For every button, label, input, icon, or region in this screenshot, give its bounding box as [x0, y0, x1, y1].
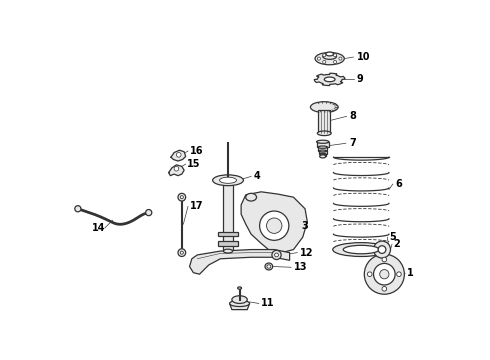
Polygon shape — [218, 241, 238, 246]
Circle shape — [260, 211, 289, 240]
Polygon shape — [229, 303, 249, 310]
Ellipse shape — [213, 175, 244, 186]
Circle shape — [365, 254, 404, 294]
Ellipse shape — [315, 53, 344, 65]
Text: 5: 5 — [390, 232, 396, 242]
Polygon shape — [314, 73, 345, 86]
Circle shape — [373, 264, 395, 285]
Polygon shape — [169, 165, 184, 176]
Ellipse shape — [324, 77, 335, 82]
Circle shape — [272, 250, 281, 260]
Polygon shape — [218, 232, 238, 237]
Text: 11: 11 — [261, 298, 274, 309]
Circle shape — [267, 218, 282, 233]
Ellipse shape — [229, 300, 249, 307]
Circle shape — [180, 251, 183, 254]
Ellipse shape — [223, 249, 233, 253]
Circle shape — [176, 153, 181, 157]
Polygon shape — [318, 110, 330, 133]
Circle shape — [397, 272, 401, 276]
Ellipse shape — [232, 296, 247, 303]
Polygon shape — [241, 192, 307, 253]
Circle shape — [382, 287, 387, 291]
Circle shape — [378, 246, 386, 253]
Text: 16: 16 — [190, 146, 203, 156]
Text: 14: 14 — [92, 223, 105, 233]
Circle shape — [323, 54, 326, 57]
Ellipse shape — [326, 52, 334, 56]
Ellipse shape — [319, 155, 326, 158]
Text: 13: 13 — [294, 262, 307, 272]
Circle shape — [334, 60, 337, 63]
Circle shape — [318, 57, 320, 60]
Ellipse shape — [267, 265, 271, 268]
Polygon shape — [319, 151, 327, 154]
Circle shape — [75, 206, 81, 212]
Polygon shape — [317, 142, 329, 147]
Ellipse shape — [311, 102, 338, 112]
Text: 3: 3 — [301, 221, 308, 231]
Text: 2: 2 — [393, 239, 400, 249]
Text: 17: 17 — [190, 202, 203, 211]
Ellipse shape — [220, 177, 237, 183]
Circle shape — [274, 253, 278, 257]
Text: 4: 4 — [253, 171, 260, 181]
Circle shape — [373, 241, 391, 258]
Ellipse shape — [343, 245, 379, 254]
Polygon shape — [319, 154, 326, 156]
Circle shape — [174, 166, 179, 171]
Circle shape — [180, 196, 183, 199]
Circle shape — [368, 272, 372, 276]
Text: 6: 6 — [395, 179, 402, 189]
Circle shape — [146, 210, 152, 216]
Ellipse shape — [319, 150, 327, 152]
Text: 9: 9 — [357, 75, 364, 84]
Text: 7: 7 — [349, 138, 356, 148]
Circle shape — [380, 270, 389, 279]
Ellipse shape — [319, 153, 326, 155]
Polygon shape — [223, 180, 233, 251]
Ellipse shape — [318, 146, 327, 148]
Polygon shape — [171, 150, 186, 161]
Text: 12: 12 — [300, 248, 313, 258]
Circle shape — [178, 249, 186, 256]
Text: 10: 10 — [357, 52, 370, 62]
Circle shape — [339, 57, 342, 60]
Ellipse shape — [318, 131, 331, 136]
Circle shape — [382, 257, 387, 262]
Text: 1: 1 — [408, 269, 414, 278]
Ellipse shape — [317, 140, 329, 143]
Text: 15: 15 — [187, 159, 201, 169]
Ellipse shape — [323, 53, 337, 59]
Ellipse shape — [246, 193, 257, 201]
Circle shape — [323, 60, 326, 63]
Polygon shape — [190, 249, 290, 274]
Circle shape — [178, 193, 186, 201]
Ellipse shape — [333, 243, 390, 256]
Ellipse shape — [238, 287, 242, 289]
Polygon shape — [318, 147, 327, 151]
Ellipse shape — [265, 263, 273, 270]
Circle shape — [334, 54, 337, 57]
Text: 8: 8 — [349, 111, 356, 121]
